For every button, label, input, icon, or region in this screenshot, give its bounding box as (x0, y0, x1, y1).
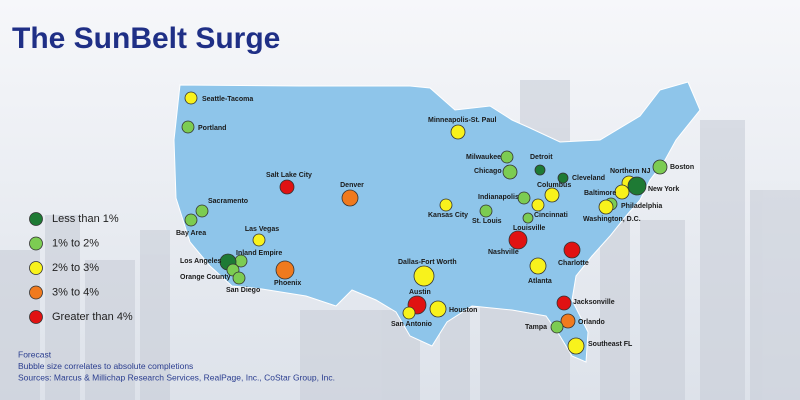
city-bubble (627, 176, 647, 196)
city-label: Seattle-Tacoma (202, 96, 253, 103)
city-label: Minneapolis-St. Paul (428, 117, 497, 124)
city-bubble (232, 271, 246, 285)
skyline (0, 80, 800, 400)
city-label: Portland (198, 125, 226, 132)
city-bubble (341, 189, 359, 207)
city-label: Southeast FL (588, 341, 633, 348)
city-label: Las Vegas (245, 226, 279, 233)
city-label: Salt Lake City (266, 172, 312, 179)
city-bubble (429, 300, 447, 318)
legend-swatch (29, 285, 43, 300)
title: The SunBelt Surge (12, 22, 280, 55)
footnote: Forecast (18, 349, 52, 359)
city-label: Northern NJ (610, 168, 651, 175)
city-label: Louisville (513, 225, 545, 232)
city-label: Columbus (537, 182, 571, 189)
footnote: Sources: Marcus & Millichap Research Ser… (18, 372, 335, 382)
city-label: Chicago (474, 168, 502, 175)
legend-label: 2% to 3% (52, 262, 99, 274)
city-bubble (560, 313, 576, 329)
city-label: Jacksonville (573, 299, 615, 306)
us-map (173, 81, 701, 363)
legend-label: 3% to 4% (52, 286, 99, 298)
city-bubble (479, 204, 493, 218)
city-bubble (563, 241, 581, 259)
city-label: New York (648, 186, 679, 193)
city-label: Cleveland (572, 175, 605, 182)
city-bubble (439, 198, 453, 212)
city-bubble (556, 295, 572, 311)
city-bubble (531, 198, 545, 212)
city-bubble (598, 199, 614, 215)
city-bubble (184, 91, 198, 105)
city-bubble (413, 265, 435, 287)
legend-label: 1% to 2% (52, 237, 99, 249)
city-bubble (195, 204, 209, 218)
city-label: Philadelphia (621, 203, 662, 210)
city-label: Detroit (530, 154, 553, 161)
city-bubble (550, 320, 564, 334)
city-bubble (252, 233, 266, 247)
city-bubble (652, 159, 668, 175)
legend-swatch (29, 212, 43, 226)
city-label: Sacramento (208, 198, 248, 205)
city-bubble (529, 257, 547, 275)
city-label: Indianapolis (478, 194, 519, 201)
city-bubble (181, 120, 195, 134)
city-label: San Antonio (391, 321, 432, 328)
city-label: St. Louis (472, 218, 502, 225)
legend-swatch (29, 310, 43, 324)
city-label: Boston (670, 164, 694, 171)
city-label: Milwaukee (466, 154, 501, 161)
city-bubble (517, 191, 531, 205)
footnote: Bubble size correlates to absolute compl… (18, 361, 193, 371)
city-label: Tampa (525, 324, 547, 331)
city-bubble (502, 164, 518, 180)
legend-swatch (29, 236, 43, 251)
city-label: Orange County (180, 274, 231, 281)
city-bubble (557, 172, 569, 184)
city-label: Charlotte (558, 260, 589, 267)
city-bubble (544, 187, 560, 203)
city-label: Baltimore (584, 190, 616, 197)
city-label: Los Angeles (180, 258, 221, 265)
legend-label: Less than 1% (52, 213, 119, 225)
city-label: Austin (409, 289, 431, 296)
city-bubble (402, 306, 416, 320)
city-label: Washington, D.C. (583, 216, 641, 223)
city-label: Cincinnati (534, 212, 568, 219)
city-bubble (614, 184, 630, 200)
city-label: Orlando (578, 319, 605, 326)
city-bubble (522, 212, 534, 224)
city-label: Bay Area (176, 230, 206, 237)
legend-swatch (29, 261, 43, 275)
city-label: Phoenix (274, 280, 301, 287)
city-bubble (500, 150, 514, 164)
city-label: Kansas City (428, 212, 468, 219)
city-bubble (567, 337, 585, 355)
city-label: Atlanta (528, 278, 552, 285)
city-bubble (279, 179, 295, 195)
city-bubble (508, 230, 528, 250)
city-bubble (275, 260, 295, 280)
city-label: Houston (449, 307, 477, 314)
city-label: Nashville (488, 249, 519, 256)
city-bubble (534, 164, 546, 176)
city-label: Inland Empire (236, 250, 282, 257)
city-label: Denver (340, 182, 364, 189)
city-label: San Diego (226, 287, 260, 294)
city-bubble (450, 124, 466, 140)
city-label: Dallas-Fort Worth (398, 259, 457, 266)
legend-label: Greater than 4% (52, 311, 133, 323)
city-bubble (184, 213, 198, 227)
